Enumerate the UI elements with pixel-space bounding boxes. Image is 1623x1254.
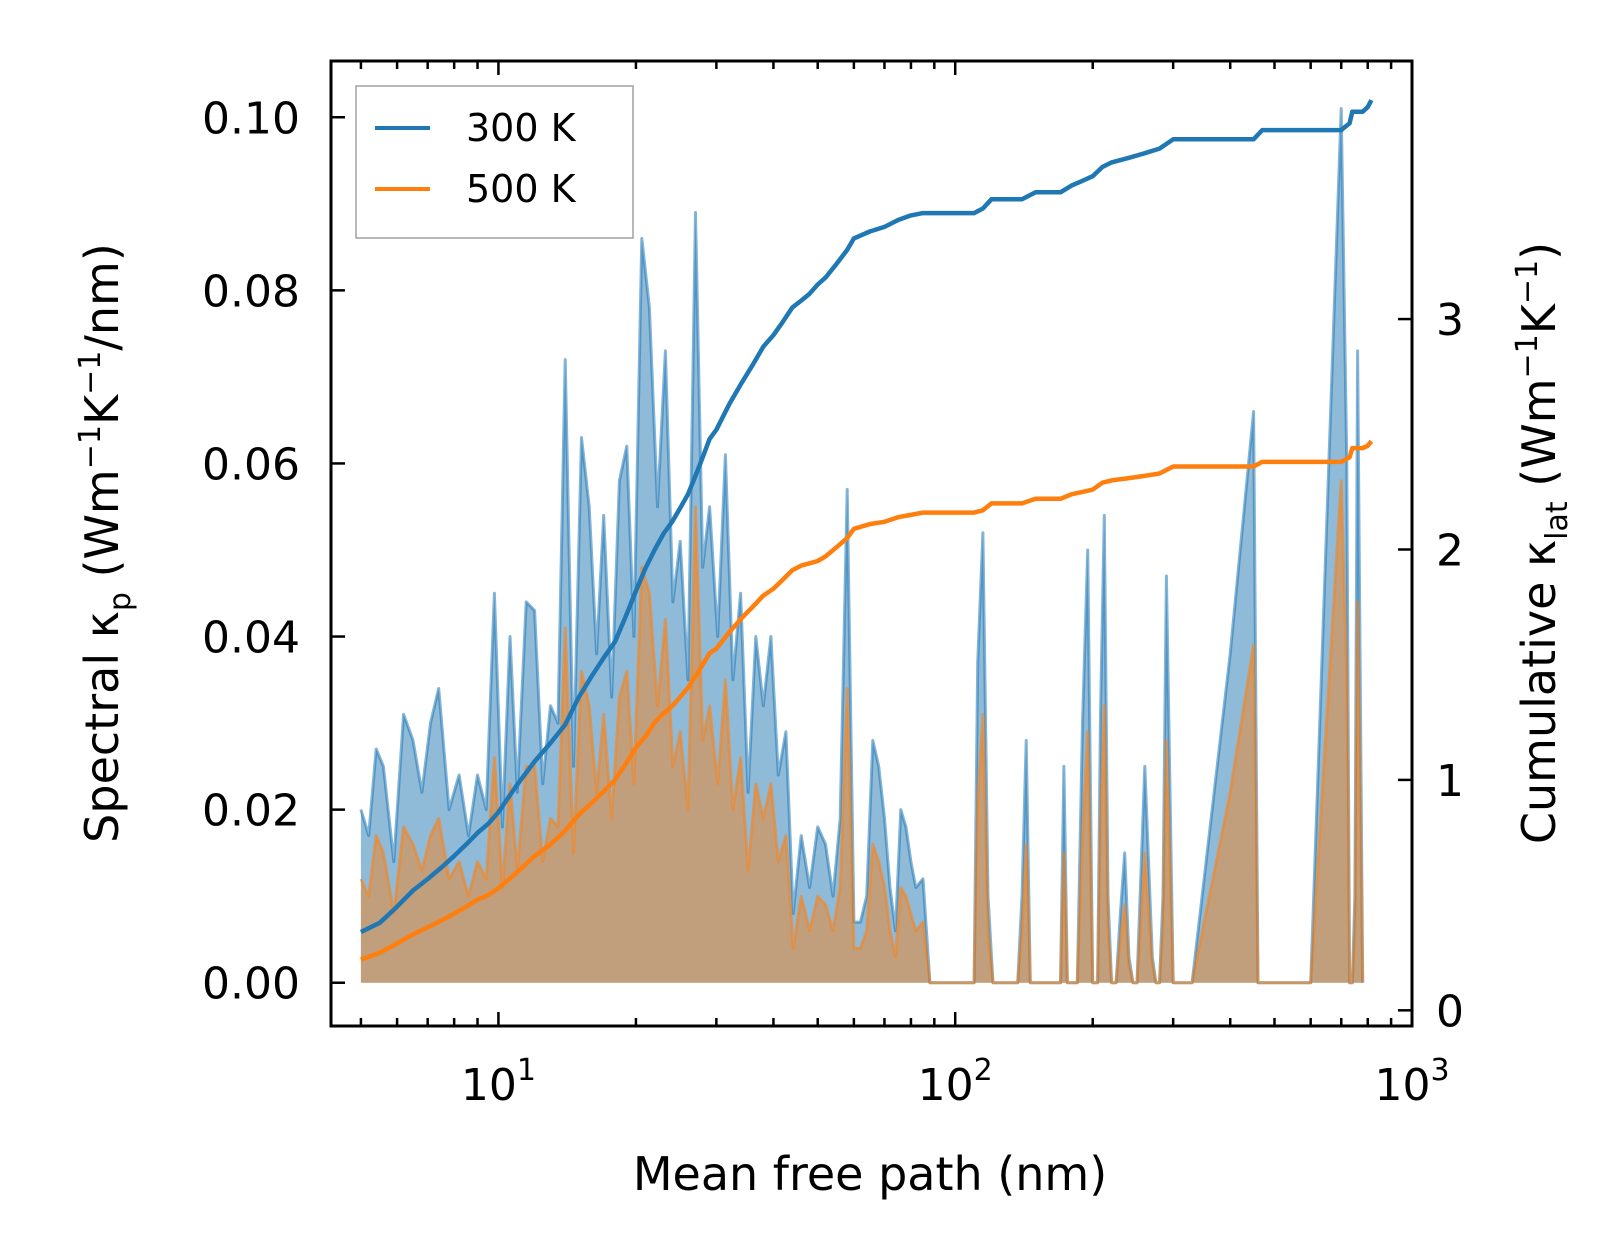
legend-label-500k: 500 K bbox=[466, 167, 577, 211]
y-tick-label: 0.00 bbox=[202, 959, 300, 1010]
plot-frame bbox=[329, 59, 1414, 1028]
y2-tick-label: 0 bbox=[1436, 986, 1464, 1037]
y-axis-ticks: 0.00 0.02 0.04 0.06 0.08 0.10 bbox=[202, 93, 345, 1010]
y-tick-label: 0.08 bbox=[202, 266, 300, 317]
plot-area bbox=[359, 99, 1374, 985]
x-axis-title: Mean free path (nm) bbox=[633, 1147, 1107, 1201]
y2-tick-label: 1 bbox=[1436, 756, 1464, 807]
cumulative-lines bbox=[359, 99, 1374, 962]
y-tick-label: 0.02 bbox=[202, 786, 300, 837]
y-tick-label: 0.04 bbox=[202, 613, 300, 664]
x-tick-label: 101 bbox=[461, 1053, 536, 1111]
y-axis-title: Spectral κp (Wm−1K−1/nm) bbox=[73, 243, 138, 843]
cumulative-line-300k bbox=[359, 99, 1374, 935]
spectral-line-500k bbox=[359, 479, 1365, 985]
x-tick-label: 103 bbox=[1374, 1053, 1449, 1111]
y2-axis-title: Cumulative κlat (Wm−1K−1) bbox=[1510, 242, 1575, 844]
x-tick-label: 102 bbox=[918, 1053, 993, 1111]
y2-tick-label: 2 bbox=[1436, 525, 1464, 576]
spectral-lines bbox=[359, 107, 1365, 985]
spectral-fill-300k bbox=[360, 108, 1363, 983]
legend-frame bbox=[355, 85, 634, 239]
legend-label-300k: 300 K bbox=[466, 106, 577, 150]
y-tick-label: 0.06 bbox=[202, 439, 300, 490]
spectral-fill-500k bbox=[360, 480, 1363, 983]
cumulative-line-500k bbox=[360, 439, 1374, 962]
legend: 300 K 500 K bbox=[355, 85, 634, 239]
y2-tick-label: 3 bbox=[1436, 295, 1464, 346]
spectral-fills bbox=[360, 108, 1363, 983]
y-tick-label: 0.10 bbox=[202, 93, 300, 144]
y2-axis-ticks: 0 1 2 3 bbox=[1398, 295, 1464, 1037]
